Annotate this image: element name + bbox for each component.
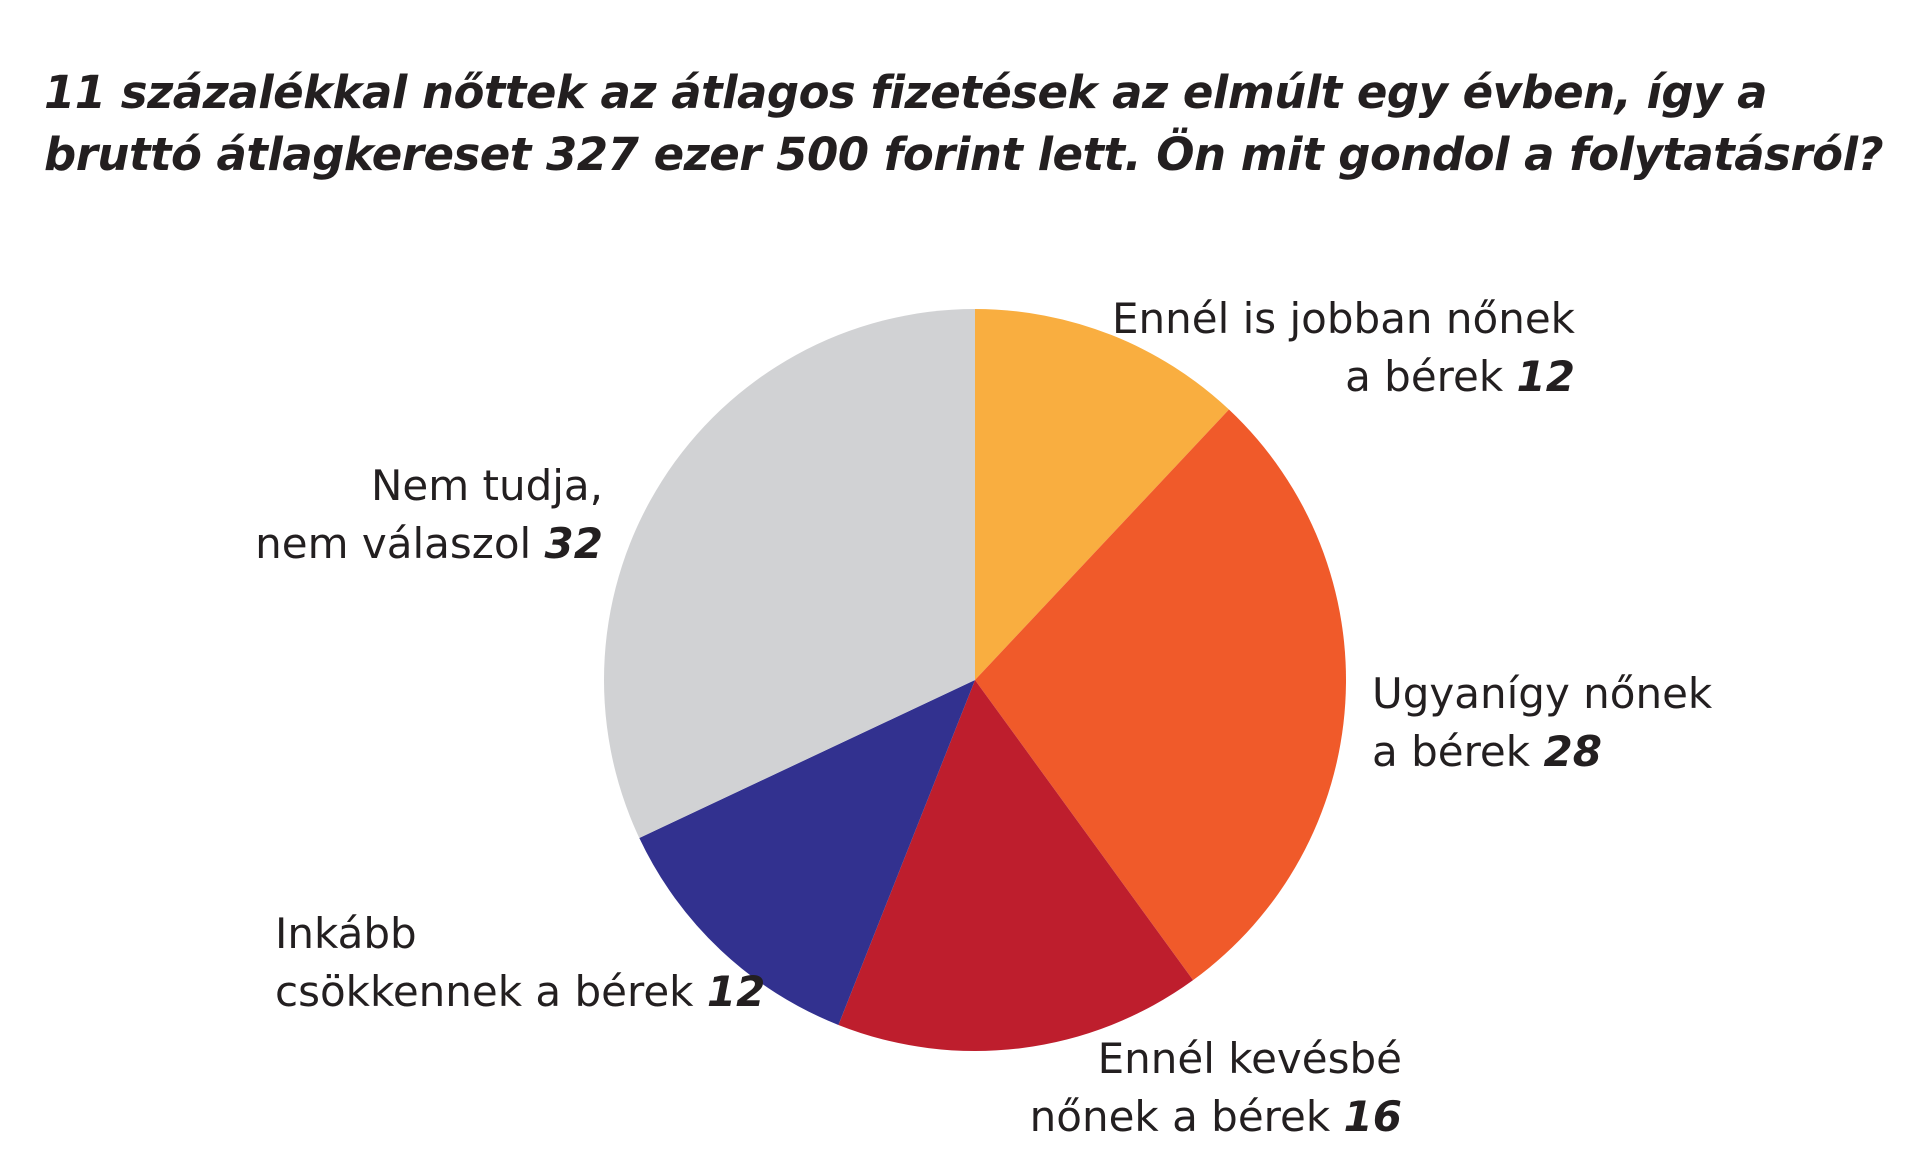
value-label: 32 [544, 519, 603, 568]
category-label: Ennél kevésbé nőnek a bérek [1029, 1034, 1402, 1141]
value-label: 16 [1343, 1092, 1402, 1141]
slice-label: Inkább csökkennek a bérek 12 [275, 905, 775, 1021]
category-label: Ennél is jobban nőnek a bérek [1111, 294, 1575, 401]
pie-slice [975, 409, 1346, 981]
slice-label: Nem tudja, nem válaszol 32 [203, 457, 603, 573]
chart-title: 11 százalékkal nőttek az átlagos fizetés… [44, 66, 1884, 181]
category-label: Nem tudja, nem válaszol [255, 461, 603, 568]
value-label: 12 [706, 967, 766, 1016]
value-label: 12 [1516, 352, 1575, 401]
pie-slice [639, 680, 975, 1025]
value-label: 28 [1543, 727, 1602, 776]
category-label: Ugyanígy nőnek a bérek [1372, 669, 1713, 776]
pie-slice [603, 309, 975, 838]
slice-label: Ennél is jobban nőnek a bérek 12 [1075, 290, 1575, 406]
slice-label: Ennél kevésbé nőnek a bérek 16 [1000, 1030, 1402, 1146]
category-label: Inkább csökkennek a bérek [275, 909, 694, 1016]
slice-label: Ugyanígy nőnek a bérek 28 [1372, 665, 1792, 781]
pie-slice [975, 309, 1229, 680]
pie-slice [838, 680, 1194, 1051]
